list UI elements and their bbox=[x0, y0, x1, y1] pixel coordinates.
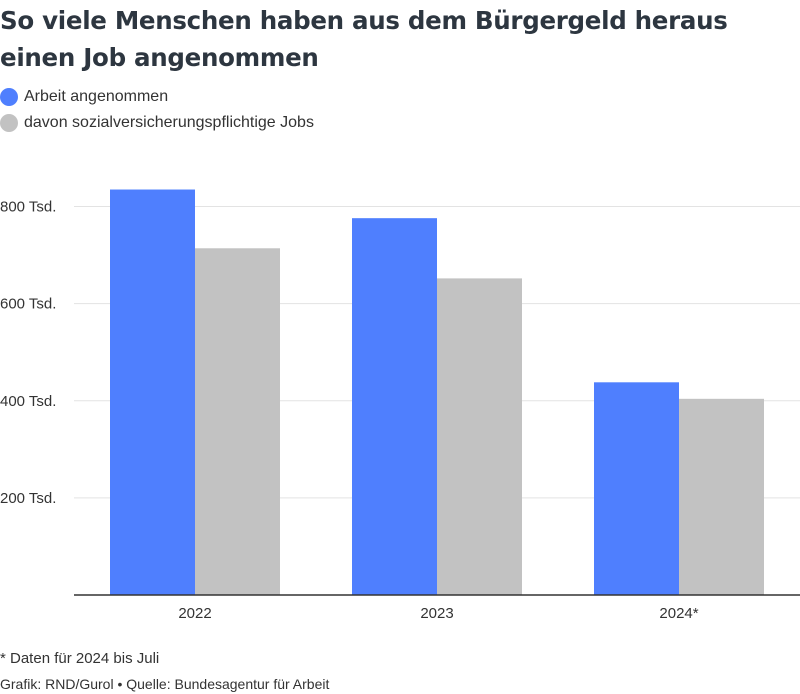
y-tick-label-200: 200 Tsd. bbox=[0, 490, 56, 507]
x-tick-label-2023: 2023 bbox=[420, 605, 453, 622]
legend-swatch-sozialversicherungspflichtige-jobs bbox=[0, 114, 18, 132]
bar-2022-davon-sozialversicherungspflichtige-jobs bbox=[195, 248, 280, 595]
bar-2023-arbeit-angenommen bbox=[352, 218, 437, 595]
legend: Arbeit angenommen davon sozialversicheru… bbox=[0, 84, 314, 136]
source-credit: Grafik: RND/Gurol • Quelle: Bundesagentu… bbox=[0, 676, 330, 692]
bar-2024-arbeit-angenommen bbox=[594, 382, 679, 595]
chart-title: So viele Menschen haben aus dem Bürgerge… bbox=[0, 6, 728, 72]
bar-chart: 200 Tsd. 400 Tsd. 600 Tsd. 800 Tsd. 2022 2023… bbox=[0, 189, 800, 622]
bar-2023-davon-sozialversicherungspflichtige-jobs bbox=[437, 278, 522, 595]
legend-item-sozialversicherungspflichtige-jobs: davon sozialversicherungspflichtige Jobs bbox=[0, 110, 314, 136]
legend-item-arbeit-angenommen: Arbeit angenommen bbox=[0, 84, 314, 110]
legend-swatch-arbeit-angenommen bbox=[0, 88, 18, 106]
y-tick-label-600: 600 Tsd. bbox=[0, 296, 56, 313]
y-tick-label-800: 800 Tsd. bbox=[0, 199, 56, 216]
bar-2024-davon-sozialversicherungspflichtige-jobs bbox=[679, 398, 764, 595]
footnote: * Daten für 2024 bis Juli bbox=[0, 650, 160, 667]
legend-label-sozialversicherungspflichtige-jobs: davon sozialversicherungspflichtige Jobs bbox=[24, 114, 314, 131]
x-tick-label-2024: 2024* bbox=[659, 605, 698, 622]
y-tick-label-400: 400 Tsd. bbox=[0, 393, 56, 410]
legend-label-arbeit-angenommen: Arbeit angenommen bbox=[24, 88, 169, 105]
bar-2022-arbeit-angenommen bbox=[110, 189, 195, 596]
x-tick-label-2022: 2022 bbox=[178, 605, 211, 622]
